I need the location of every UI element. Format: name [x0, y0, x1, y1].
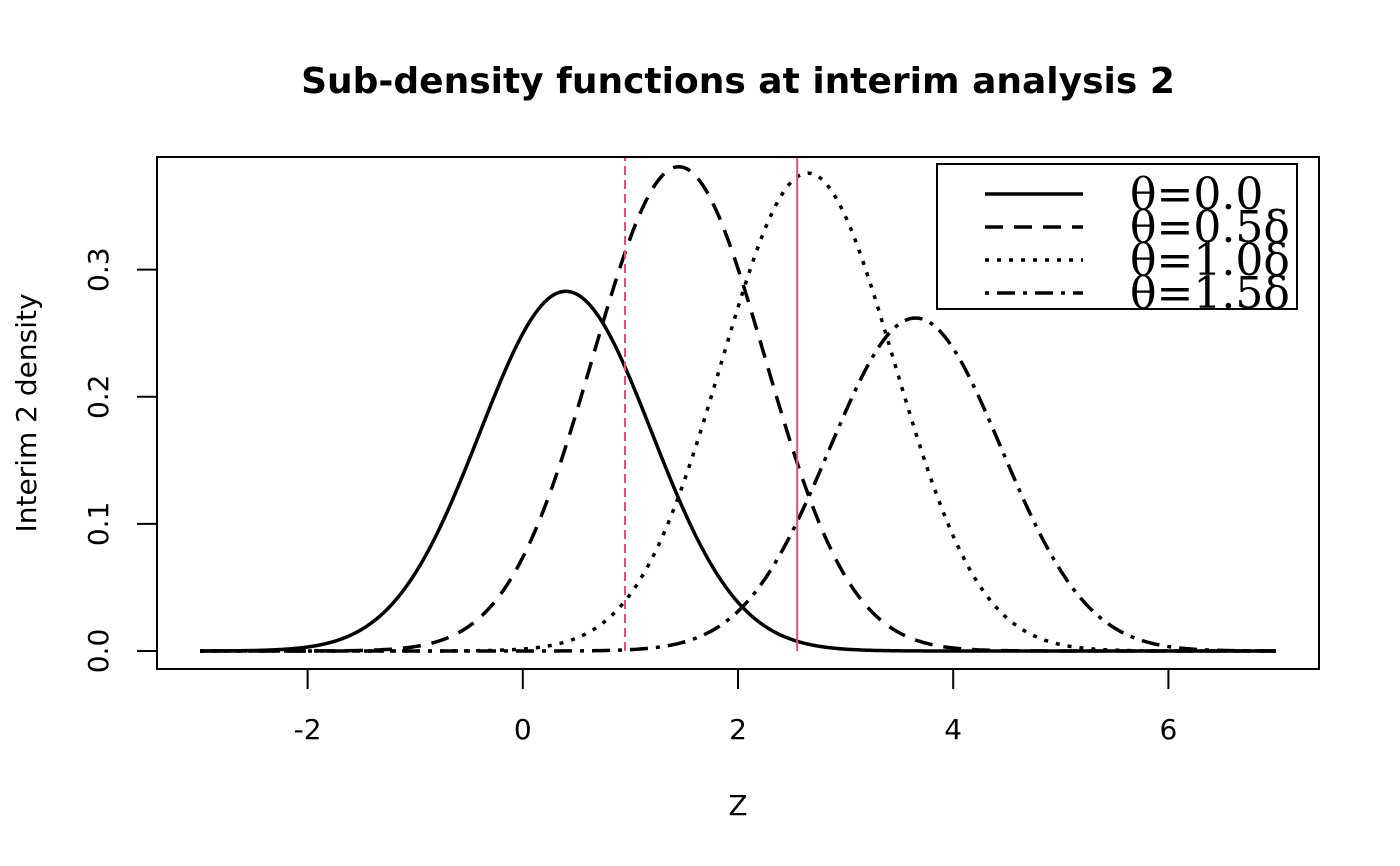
- legend-label: θ=1.5δ: [1130, 268, 1290, 319]
- legend-label: θ=0.5δ: [1130, 202, 1290, 253]
- legend: θ=0.0θ=0.5δθ=1.0δθ=1.5δ: [936, 163, 1298, 319]
- x-tick-label: 4: [944, 713, 962, 746]
- y-tick-label: 0.0: [82, 629, 115, 674]
- y-tick-label: 0.1: [82, 502, 115, 547]
- x-tick-label: 0: [514, 713, 532, 746]
- x-tick-label: 6: [1159, 713, 1177, 746]
- x-axis: -2 0 2 4 6: [294, 668, 1177, 746]
- series-line-4: [200, 316, 1277, 653]
- legend-label: θ=0.0: [1130, 169, 1263, 220]
- series-line-1: [199, 289, 1276, 653]
- x-tick-label: 2: [729, 713, 747, 746]
- legend-box: [936, 163, 1298, 310]
- y-tick-label: 0.2: [82, 375, 115, 420]
- plot-lines: [199, 157, 1277, 653]
- y-axis-label: Interim 2 density: [10, 293, 43, 532]
- x-axis-label: Z: [728, 789, 747, 822]
- y-tick-label: 0.3: [82, 247, 115, 292]
- y-axis: 0.0 0.1 0.2 0.3: [82, 247, 158, 674]
- x-tick-label: -2: [294, 713, 322, 746]
- legend-label: θ=1.0δ: [1130, 235, 1290, 286]
- chart-title: Sub-density functions at interim analysi…: [301, 61, 1175, 102]
